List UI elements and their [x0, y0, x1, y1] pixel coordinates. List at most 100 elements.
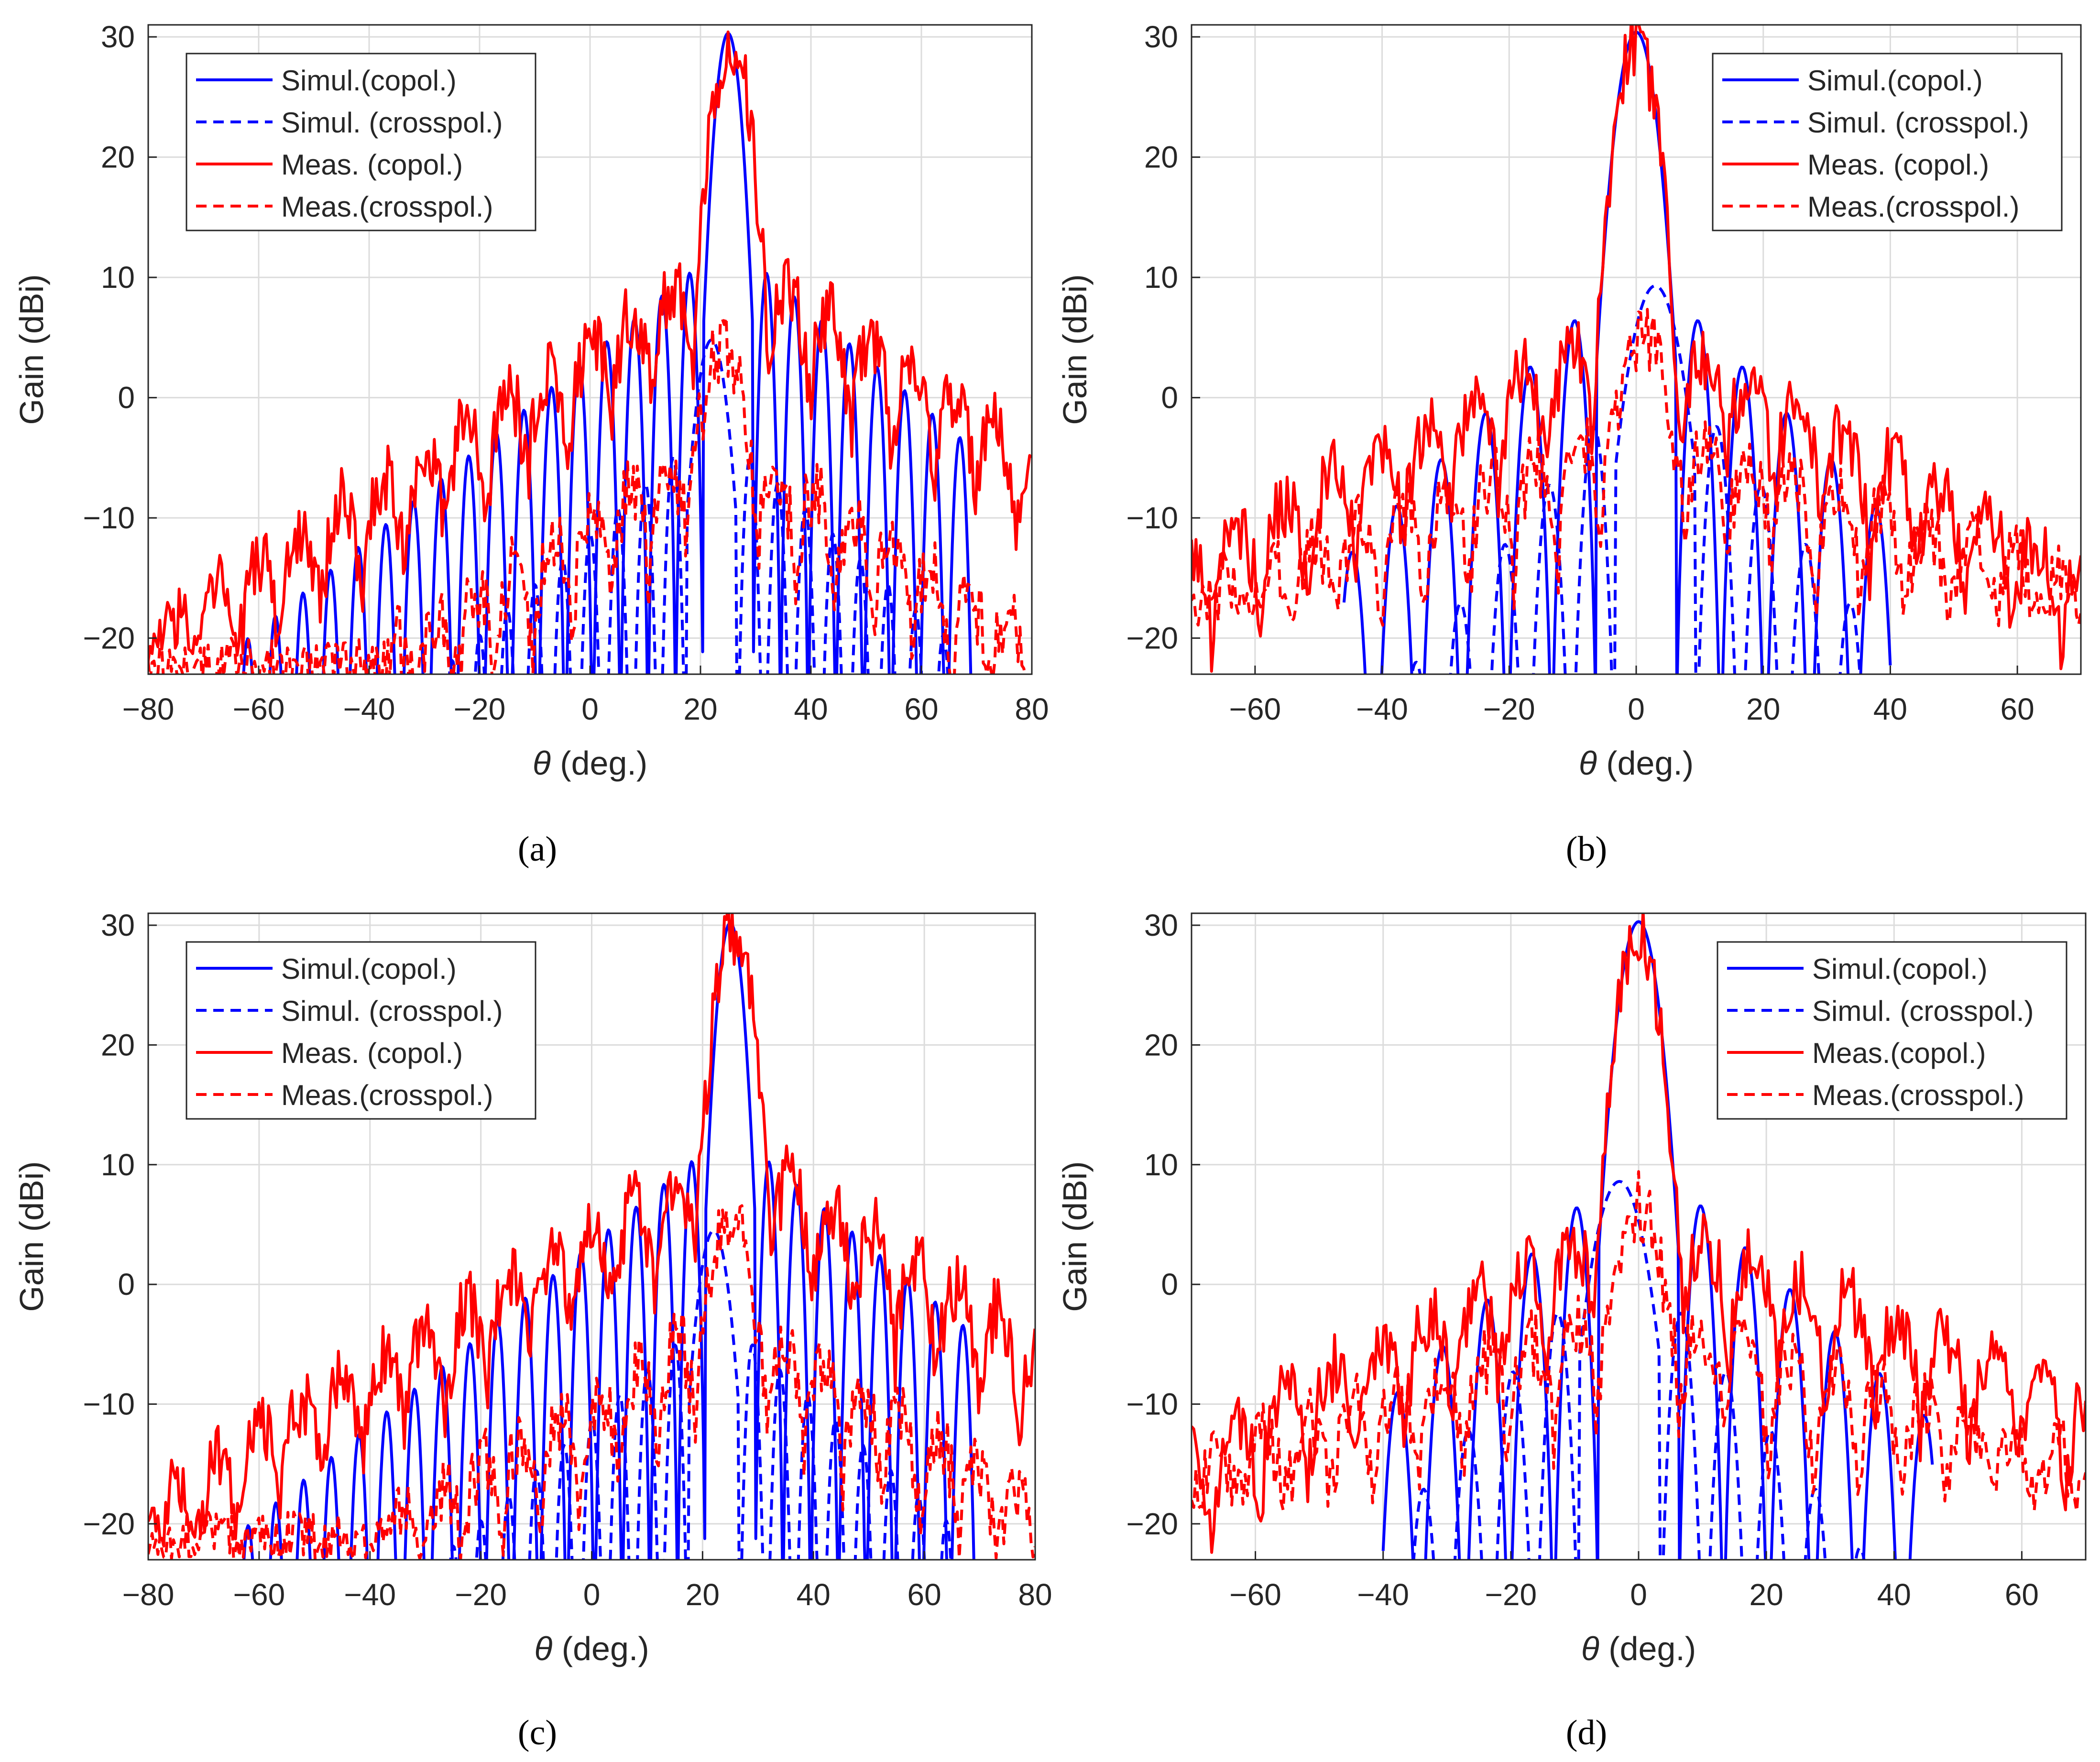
legend-entry-label: Simul.(copol.) [1807, 65, 1983, 97]
y-tick-label: −20 [1126, 621, 1178, 656]
x-tick-label: −80 [122, 1577, 175, 1612]
chart-panel-a: −80 −60 −40 −20 0 20 40 60 80 −20 −10 0 10 20 30 θ (deg… [13, 20, 1049, 869]
panel-caption: (c) [518, 1713, 557, 1752]
y-tick-label: 0 [118, 381, 135, 415]
y-tick-label: 20 [1144, 1028, 1178, 1062]
x-axis-label-symbol: θ [1579, 744, 1597, 782]
x-tick-label: −40 [344, 1577, 396, 1612]
x-axis-label-unit: (deg.) [552, 1630, 649, 1667]
x-tick-label: 40 [1873, 692, 1907, 726]
y-axis-label: Gain (dBi) [1056, 1161, 1094, 1312]
x-tick-label: −60 [233, 1577, 285, 1612]
legend-box [186, 53, 536, 231]
y-tick-label: 20 [101, 140, 135, 175]
legend: Simul.(copol.) Simul. (crosspol.) Meas. (c… [186, 53, 536, 231]
x-tick-label: 20 [1750, 1577, 1783, 1612]
legend-entry-label: Simul. (crosspol.) [1807, 107, 2029, 139]
y-tick-label: 0 [118, 1267, 135, 1302]
x-tick-label: −40 [1356, 692, 1408, 726]
series-line-meas-x [148, 315, 1027, 674]
series-line-meas-co [1192, 25, 2081, 673]
x-tick-label: 60 [2001, 692, 2034, 726]
legend-entry-label: Meas.(crosspol.) [281, 1079, 493, 1111]
y-axis-label: Gain (dBi) [13, 1161, 50, 1312]
x-tick-label: 20 [683, 692, 717, 726]
x-tick-label: 0 [1628, 692, 1645, 726]
legend-entry-label: Simul. (crosspol.) [281, 995, 503, 1027]
y-tick-label: 20 [101, 1028, 135, 1062]
legend-entry-label: Simul.(copol.) [1812, 953, 1988, 985]
y-tick-label: 20 [1144, 140, 1178, 175]
series-line-meas-co [148, 913, 1035, 1548]
legend-entry-label: Meas. (copol.) [281, 1037, 463, 1069]
legend-entry-label: Simul. (crosspol.) [281, 107, 503, 139]
series-line-meas-x [1192, 1170, 2086, 1513]
y-tick-label: −10 [83, 501, 135, 535]
x-tick-label: 20 [1746, 692, 1780, 726]
x-axis-label: θ (deg.) [1579, 744, 1694, 782]
x-tick-label: 20 [686, 1577, 720, 1612]
x-axis-label-unit: (deg.) [1597, 744, 1694, 782]
x-tick-label: −80 [122, 692, 175, 726]
series-group [1192, 913, 2086, 1560]
y-tick-label: 30 [101, 908, 135, 942]
x-tick-label: 80 [1015, 692, 1049, 726]
series-line-sim-co [1381, 920, 1934, 1560]
x-axis-label-unit: (deg.) [1599, 1630, 1696, 1667]
y-tick-label: 10 [101, 260, 135, 295]
x-tick-label: −60 [1229, 692, 1281, 726]
legend-entry-label: Meas.(copol.) [1812, 1037, 1986, 1069]
x-tick-label: 0 [1630, 1577, 1647, 1612]
y-tick-label: 10 [1144, 260, 1178, 295]
series-line-sim-co [242, 921, 975, 1560]
series-line-meas-co [1192, 913, 2086, 1554]
y-axis-label: Gain (dBi) [13, 274, 50, 425]
series-line-sim-x [1411, 284, 1861, 674]
chart-panel-d: −60 −40 −20 0 20 40 60 −20 −10 0 10 20 30 θ (deg.) Gai… [1056, 908, 2087, 1752]
y-tick-label: −20 [1126, 1507, 1178, 1541]
legend-entry-label: Meas.(crosspol.) [1807, 191, 2019, 223]
x-tick-label: 40 [1877, 1577, 1911, 1612]
y-tick-label: 30 [1144, 20, 1178, 54]
x-axis-label: θ (deg.) [1581, 1630, 1696, 1667]
x-tick-label: 60 [2005, 1577, 2039, 1612]
legend-entry-label: Meas.(crosspol.) [1812, 1079, 2024, 1111]
y-tick-label: −10 [83, 1387, 135, 1422]
y-tick-label: −10 [1126, 1387, 1178, 1422]
legend: Simul.(copol.) Simul. (crosspol.) Meas.(co… [1717, 941, 2067, 1120]
x-axis-label-symbol: θ [534, 1630, 552, 1667]
chart-panel-b: −60 −40 −20 0 20 40 60 −20 −10 0 10 20 30 θ (deg.) Gai… [1056, 20, 2082, 869]
series-group [148, 913, 1035, 1560]
legend-box [1712, 53, 2063, 231]
x-tick-label: −40 [343, 692, 395, 726]
x-tick-label: −20 [1485, 1577, 1537, 1612]
x-tick-label: 60 [904, 692, 938, 726]
legend-entry-label: Meas.(crosspol.) [281, 191, 493, 223]
legend-entry-label: Meas. (copol.) [281, 149, 463, 181]
y-axis-label: Gain (dBi) [1056, 274, 1094, 425]
y-tick-label: −20 [83, 621, 135, 656]
y-tick-label: 10 [1144, 1148, 1178, 1182]
legend: Simul.(copol.) Simul. (crosspol.) Meas. (c… [1712, 53, 2063, 231]
x-tick-label: −20 [454, 692, 506, 726]
x-axis-label: θ (deg.) [533, 744, 647, 782]
legend-entry-label: Simul. (crosspol.) [1812, 995, 2034, 1027]
legend: Simul.(copol.) Simul. (crosspol.) Meas. (c… [186, 941, 536, 1120]
x-tick-label: −60 [1229, 1577, 1281, 1612]
panel-caption: (d) [1566, 1713, 1607, 1752]
x-tick-label: −20 [455, 1577, 507, 1612]
y-tick-label: 30 [101, 20, 135, 54]
x-tick-label: 60 [908, 1577, 941, 1612]
y-tick-label: 0 [1161, 1267, 1178, 1302]
x-axis-label-unit: (deg.) [551, 744, 647, 782]
series-line-sim-x [1412, 1180, 1866, 1560]
x-axis-label: θ (deg.) [534, 1630, 649, 1667]
x-tick-label: −40 [1357, 1577, 1409, 1612]
legend-box [186, 941, 536, 1120]
legend-entry-label: Simul.(copol.) [281, 953, 457, 985]
series-line-meas-co [148, 30, 1032, 662]
x-tick-label: 40 [794, 692, 828, 726]
series-group [148, 30, 1032, 674]
x-tick-label: 0 [581, 692, 599, 726]
legend-entry-label: Meas. (copol.) [1807, 149, 1989, 181]
